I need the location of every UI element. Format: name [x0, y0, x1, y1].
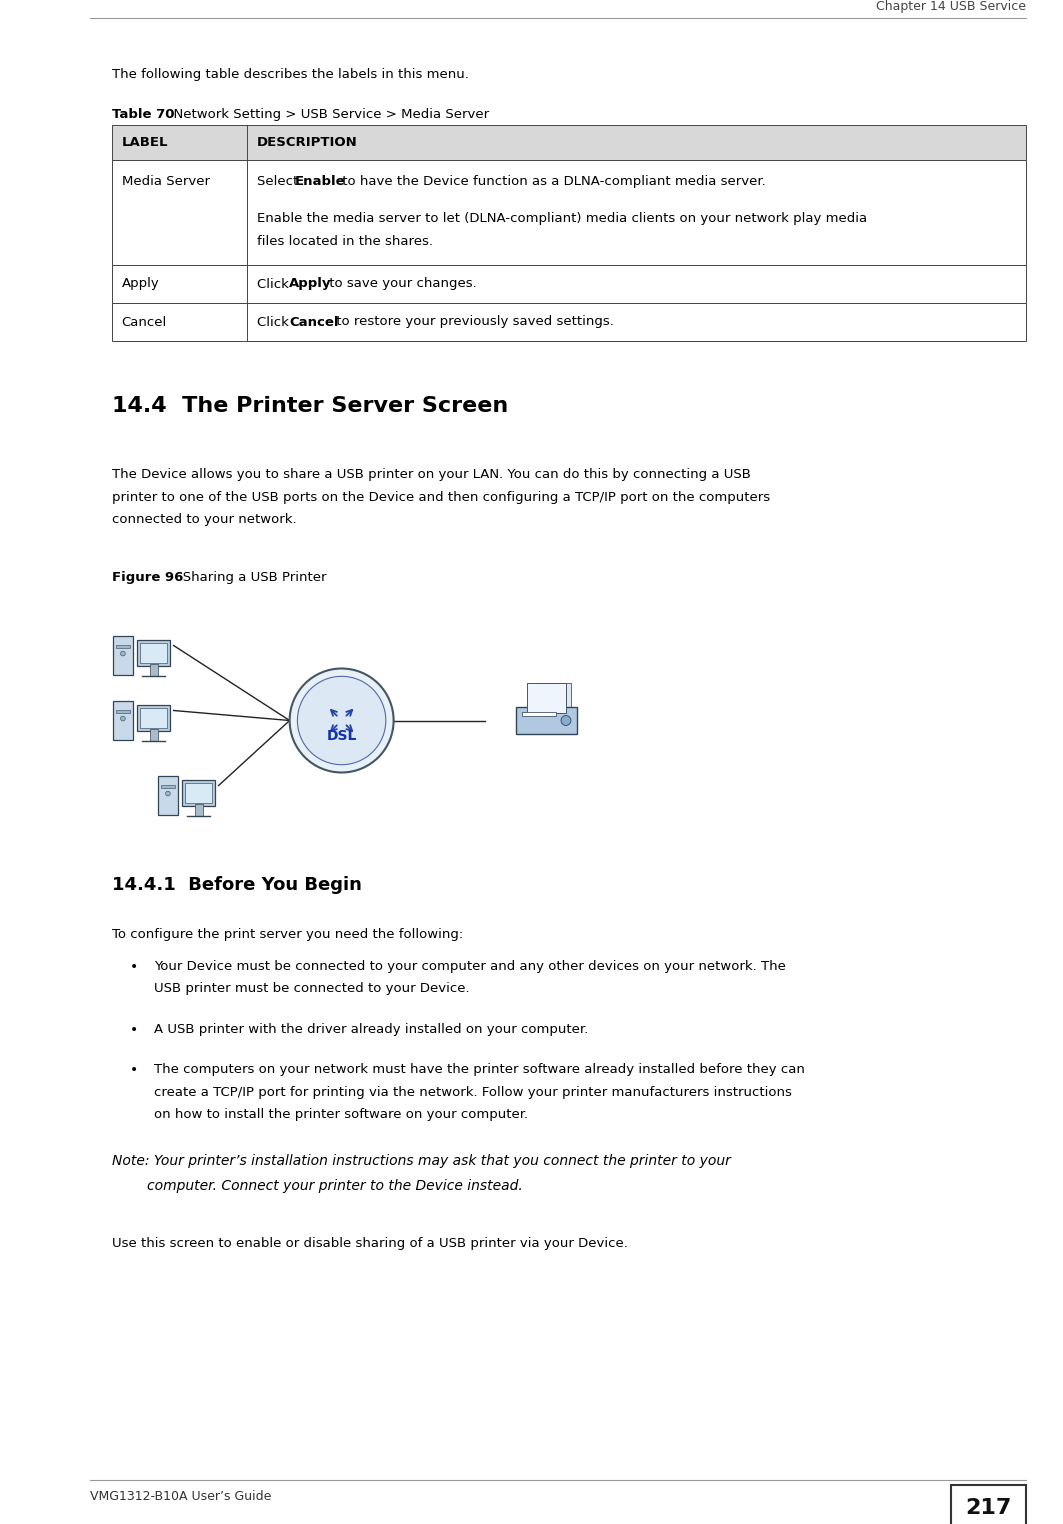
Text: •: • [130, 1064, 138, 1077]
Text: •: • [130, 1023, 138, 1036]
Text: Use this screen to enable or disable sharing of a USB printer via your Device.: Use this screen to enable or disable sha… [112, 1237, 627, 1250]
Circle shape [120, 716, 125, 721]
Bar [185, 783, 212, 803]
Bar [158, 776, 178, 815]
Text: Cancel: Cancel [289, 315, 338, 329]
Text: Network Setting > USB Service > Media Server: Network Setting > USB Service > Media Se… [165, 108, 489, 120]
Text: DESCRIPTION: DESCRIPTION [257, 136, 357, 149]
Text: files located in the shares.: files located in the shares. [257, 235, 433, 248]
Bar [116, 645, 130, 648]
Text: Click: Click [257, 277, 293, 291]
Text: 14.4.1  Before You Begin: 14.4.1 Before You Begin [112, 875, 361, 893]
Text: Click: Click [257, 315, 293, 329]
Text: Apply: Apply [121, 277, 159, 291]
Bar [112, 265, 1026, 303]
Text: create a TCP/IP port for printing via the network. Follow your printer manufactu: create a TCP/IP port for printing via th… [154, 1085, 792, 1099]
Text: DSL: DSL [326, 728, 357, 744]
Text: Figure 96: Figure 96 [112, 570, 183, 584]
Bar [140, 709, 167, 728]
Text: Table 70: Table 70 [112, 108, 174, 120]
Text: Enable: Enable [294, 175, 345, 187]
Text: to have the Device function as a DLNA-compliant media server.: to have the Device function as a DLNA-co… [338, 175, 765, 187]
Bar [150, 664, 157, 677]
Polygon shape [527, 683, 567, 713]
Text: A USB printer with the driver already installed on your computer.: A USB printer with the driver already in… [154, 1023, 588, 1035]
Text: LABEL: LABEL [121, 136, 168, 149]
Text: The computers on your network must have the printer software already installed b: The computers on your network must have … [154, 1064, 805, 1076]
Text: Cancel: Cancel [121, 315, 167, 329]
Text: USB printer must be connected to your Device.: USB printer must be connected to your De… [154, 981, 469, 995]
Bar [137, 706, 170, 732]
Bar [183, 780, 215, 806]
Text: Chapter 14 USB Service: Chapter 14 USB Service [876, 0, 1026, 14]
Bar [113, 701, 133, 741]
Text: The Device allows you to share a USB printer on your LAN. You can do this by con: The Device allows you to share a USB pri… [112, 468, 750, 482]
Bar [517, 707, 577, 735]
Bar [950, 1484, 1026, 1524]
Bar [150, 728, 157, 741]
Bar [112, 160, 1026, 265]
Text: Enable the media server to let (DLNA-compliant) media clients on your network pl: Enable the media server to let (DLNA-com… [257, 212, 867, 226]
Bar [161, 785, 174, 788]
Polygon shape [532, 683, 571, 713]
Text: to restore your previously saved settings.: to restore your previously saved setting… [332, 315, 613, 329]
Text: 217: 217 [965, 1498, 1012, 1518]
Text: To configure the print server you need the following:: To configure the print server you need t… [112, 928, 462, 940]
Bar [113, 636, 133, 675]
Text: Apply: Apply [289, 277, 332, 291]
Text: printer to one of the USB ports on the Device and then configuring a TCP/IP port: printer to one of the USB ports on the D… [112, 491, 770, 503]
Text: Note: Your printer’s installation instructions may ask that you connect the prin: Note: Your printer’s installation instru… [112, 1154, 730, 1167]
Circle shape [289, 669, 393, 773]
Text: to save your changes.: to save your changes. [325, 277, 476, 291]
Bar [522, 712, 556, 716]
Bar [112, 303, 1026, 341]
Text: Select: Select [257, 175, 302, 187]
Bar [195, 803, 203, 815]
Circle shape [120, 651, 125, 655]
Circle shape [166, 791, 170, 796]
Text: 14.4  The Printer Server Screen: 14.4 The Printer Server Screen [112, 396, 508, 416]
Bar [112, 125, 1026, 160]
Text: Media Server: Media Server [121, 175, 209, 187]
Bar [116, 710, 130, 713]
Text: VMG1312-B10A User’s Guide: VMG1312-B10A User’s Guide [90, 1490, 272, 1503]
Text: computer. Connect your printer to the Device instead.: computer. Connect your printer to the De… [112, 1180, 522, 1193]
Text: on how to install the printer software on your computer.: on how to install the printer software o… [154, 1108, 527, 1122]
Bar [140, 643, 167, 663]
Circle shape [561, 716, 571, 725]
Bar [137, 640, 170, 666]
Text: The following table describes the labels in this menu.: The following table describes the labels… [112, 69, 469, 81]
Text: Sharing a USB Printer: Sharing a USB Printer [170, 570, 326, 584]
Text: Your Device must be connected to your computer and any other devices on your net: Your Device must be connected to your co… [154, 960, 786, 972]
Circle shape [298, 677, 386, 765]
Text: •: • [130, 960, 138, 974]
Text: connected to your network.: connected to your network. [112, 514, 297, 526]
